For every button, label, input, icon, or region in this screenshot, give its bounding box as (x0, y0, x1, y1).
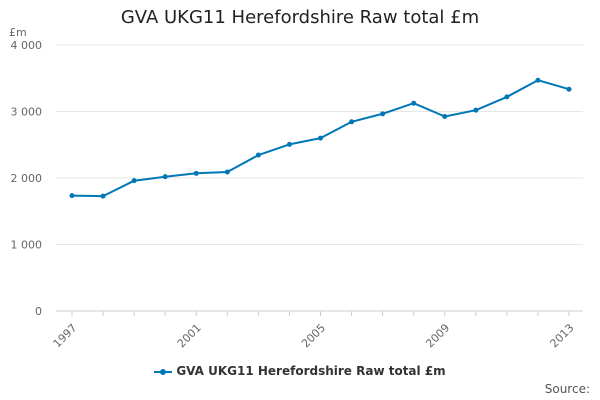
y-tick-label: 1 000 (11, 239, 43, 252)
data-point (504, 94, 510, 100)
series-layer (69, 77, 572, 199)
data-point (473, 107, 479, 113)
legend-label: GVA UKG11 Herefordshire Raw total £m (176, 364, 446, 378)
y-tick-label: 0 (35, 305, 42, 318)
data-point (380, 111, 386, 117)
data-point (224, 169, 230, 175)
source-label: Source: (544, 382, 590, 396)
data-point (193, 170, 199, 176)
data-point (131, 178, 137, 184)
data-point (535, 77, 541, 83)
chart-title: GVA UKG11 Herefordshire Raw total £m (120, 7, 480, 28)
data-point (411, 100, 417, 106)
legend-line-marker-icon (154, 367, 173, 377)
data-point (255, 152, 261, 158)
gridlines (56, 44, 583, 245)
y-tick-label: 2 000 (11, 172, 43, 185)
y-axis-unit-label: £m (9, 26, 27, 39)
data-point (318, 135, 323, 141)
x-tick-label: 1997 (51, 321, 80, 350)
x-tick-label: 2013 (548, 321, 577, 350)
data-point (286, 141, 292, 147)
axes (56, 310, 583, 316)
legend[interactable]: GVA UKG11 Herefordshire Raw total £m (0, 364, 600, 378)
data-point (100, 193, 106, 199)
y-tick-label: 4 000 (11, 39, 43, 52)
data-point (566, 86, 572, 92)
x-tick-label: 2001 (175, 321, 204, 350)
x-tick-label: 2005 (299, 321, 328, 350)
data-point (442, 113, 448, 119)
x-tick-label: 2009 (423, 321, 452, 350)
data-point (162, 174, 168, 180)
data-point (69, 193, 75, 199)
data-point (349, 119, 355, 125)
y-tick-label: 3 000 (11, 106, 43, 119)
tick-labels: 0 1 000 2 000 3 000 4 000 1997 2001 2005 2009 201… (11, 39, 577, 350)
